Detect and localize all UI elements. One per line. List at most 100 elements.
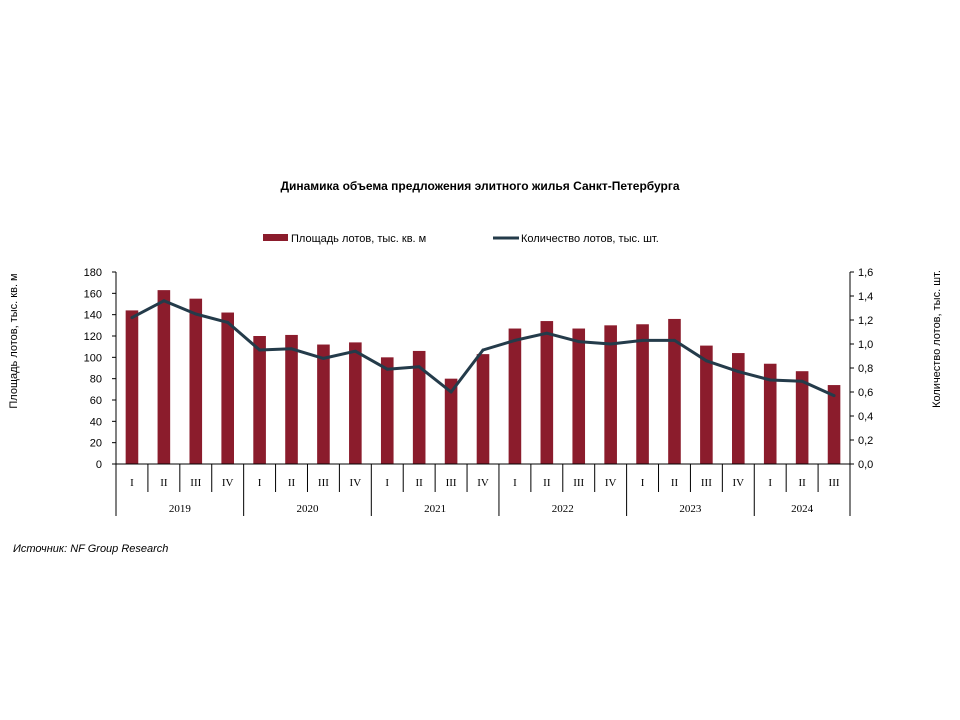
bar <box>540 321 554 464</box>
source-note: Источник: NF Group Research <box>13 543 169 555</box>
quarter-label: III <box>573 477 584 489</box>
y-tick-label: 180 <box>84 267 102 279</box>
line-point <box>385 367 389 371</box>
bar <box>827 385 841 464</box>
year-label: 2019 <box>169 503 192 515</box>
bar <box>125 310 139 464</box>
line-point <box>481 348 485 352</box>
bar <box>604 325 617 464</box>
bar-series <box>125 290 841 464</box>
legend-bar-swatch <box>263 234 288 241</box>
quarter-label: IV <box>732 477 744 489</box>
y2-tick-label: 1,6 <box>858 267 873 279</box>
y-tick-label: 60 <box>90 395 102 407</box>
y-axis-ticks: 0 20 40 60 80 100 120 140 160 180 <box>84 267 116 471</box>
line-point <box>768 378 772 382</box>
bar <box>317 344 330 464</box>
quarter-label: I <box>385 477 389 489</box>
y2-tick-label: 0,4 <box>858 411 873 423</box>
line-point <box>258 348 262 352</box>
y2-axis-ticks: 0,0 0,2 0,4 0,6 0,8 1,0 1,2 1,4 1,6 <box>850 267 873 471</box>
y-tick-label: 160 <box>84 288 102 300</box>
legend-line-label: Количество лотов, тыс. шт. <box>521 233 659 245</box>
quarter-label: IV <box>477 477 489 489</box>
line-point <box>545 331 549 335</box>
bar <box>380 357 394 464</box>
bar <box>189 298 203 464</box>
year-label: 2020 <box>296 503 319 515</box>
line-point <box>513 338 517 342</box>
quarter-label: II <box>160 477 168 489</box>
year-label: 2021 <box>424 503 446 515</box>
bar <box>636 324 649 464</box>
line-point <box>290 347 294 351</box>
quarter-label: III <box>190 477 201 489</box>
chart-title: Динамика объема предложения элитного жил… <box>280 179 679 193</box>
y-tick-label: 80 <box>90 374 102 386</box>
quarter-label: III <box>701 477 712 489</box>
y2-tick-label: 0,6 <box>858 387 873 399</box>
quarter-label: II <box>798 477 806 489</box>
quarter-label: IV <box>222 477 234 489</box>
y-tick-label: 0 <box>96 459 102 471</box>
line-point <box>800 379 804 383</box>
bar <box>508 328 522 464</box>
bar <box>795 371 809 464</box>
quarter-label: III <box>318 477 329 489</box>
line-point <box>704 359 708 363</box>
bar <box>444 378 458 464</box>
bar <box>157 290 171 464</box>
year-label: 2022 <box>552 503 574 515</box>
quarter-label: IV <box>605 477 617 489</box>
line-point <box>641 338 645 342</box>
line-point <box>736 370 740 374</box>
line-point <box>672 338 676 342</box>
bar <box>668 318 681 464</box>
year-label: 2023 <box>679 503 702 515</box>
line-point <box>353 349 357 353</box>
y-tick-label: 100 <box>84 352 102 364</box>
line-series <box>130 299 836 398</box>
quarter-label: II <box>543 477 551 489</box>
y2-axis-title: Количество лотов, тыс. шт. <box>931 270 943 408</box>
y-tick-label: 20 <box>90 438 102 450</box>
line-point <box>130 316 134 320</box>
line-point <box>162 299 166 303</box>
bar <box>763 363 777 464</box>
bar <box>412 350 426 464</box>
quarter-label: II <box>288 477 296 489</box>
line-point <box>417 365 421 369</box>
year-label: 2024 <box>791 503 814 515</box>
line-point <box>577 340 581 344</box>
quarter-label: I <box>258 477 262 489</box>
y-tick-label: 140 <box>84 310 102 322</box>
quarter-label: III <box>446 477 457 489</box>
y-tick-label: 40 <box>90 416 102 428</box>
bar <box>476 354 490 464</box>
y2-tick-label: 1,4 <box>858 291 873 303</box>
quarter-label: I <box>130 477 134 489</box>
quarter-label: II <box>416 477 424 489</box>
bar <box>349 342 362 464</box>
line-point <box>832 394 836 398</box>
y-tick-label: 120 <box>84 331 102 343</box>
line-point <box>194 312 198 316</box>
line-point <box>609 342 613 346</box>
y2-tick-label: 1,0 <box>858 339 873 351</box>
bar <box>221 312 234 464</box>
legend: Площадь лотов, тыс. кв. м Количество лот… <box>263 233 659 245</box>
quarter-label: IV <box>350 477 362 489</box>
y2-tick-label: 0,0 <box>858 459 873 471</box>
quarter-label: I <box>513 477 517 489</box>
quarter-label: III <box>829 477 840 489</box>
quarter-label: II <box>671 477 679 489</box>
y-axis-title: Площадь лотов, тыс. кв. м <box>8 273 20 408</box>
quarter-label: I <box>641 477 645 489</box>
legend-bar-label: Площадь лотов, тыс. кв. м <box>291 233 426 245</box>
bar <box>285 334 298 464</box>
y2-tick-label: 0,2 <box>858 435 873 447</box>
bar <box>732 353 745 464</box>
line-point <box>226 320 230 324</box>
bar <box>572 328 586 464</box>
